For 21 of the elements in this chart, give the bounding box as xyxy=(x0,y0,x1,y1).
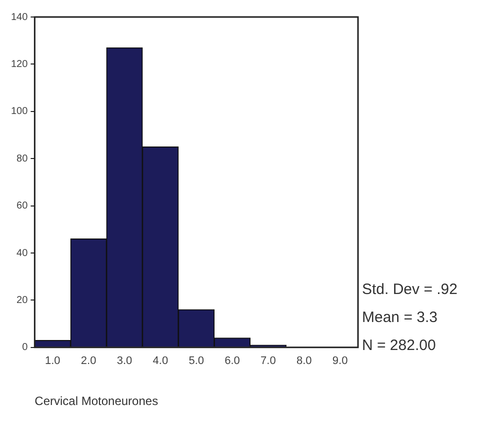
x-tick-label: 5.0 xyxy=(188,355,204,368)
y-tick-label: 100 xyxy=(10,106,28,118)
y-tick-label: 0 xyxy=(22,342,28,354)
x-tick-label: 8.0 xyxy=(296,355,312,368)
x-axis-title: Cervical Motoneurones xyxy=(34,394,158,408)
text: N = 282.00 xyxy=(362,336,437,356)
y-tick-label: 80 xyxy=(16,153,28,164)
x-tick-label: 1.0 xyxy=(45,355,60,368)
y-tick-label: 20 xyxy=(16,294,28,306)
x-tick-label: 2.0 xyxy=(80,355,96,368)
y-tick-label: 40 xyxy=(16,248,28,259)
x-tick-label: 7.0 xyxy=(260,355,276,368)
y-tick-label: 60 xyxy=(16,200,28,212)
x-tick-label: 4.0 xyxy=(152,355,168,368)
x-tick-label: 6.0 xyxy=(224,355,240,368)
y-tick-label: 140 xyxy=(10,12,28,23)
x-tick-label: 3.0 xyxy=(116,355,132,368)
text: Mean = 3.3 xyxy=(362,308,438,328)
y-tick-label: 120 xyxy=(10,58,28,70)
text: Std. Dev = .92 xyxy=(362,280,458,300)
x-tick-label: 9.0 xyxy=(332,355,348,368)
